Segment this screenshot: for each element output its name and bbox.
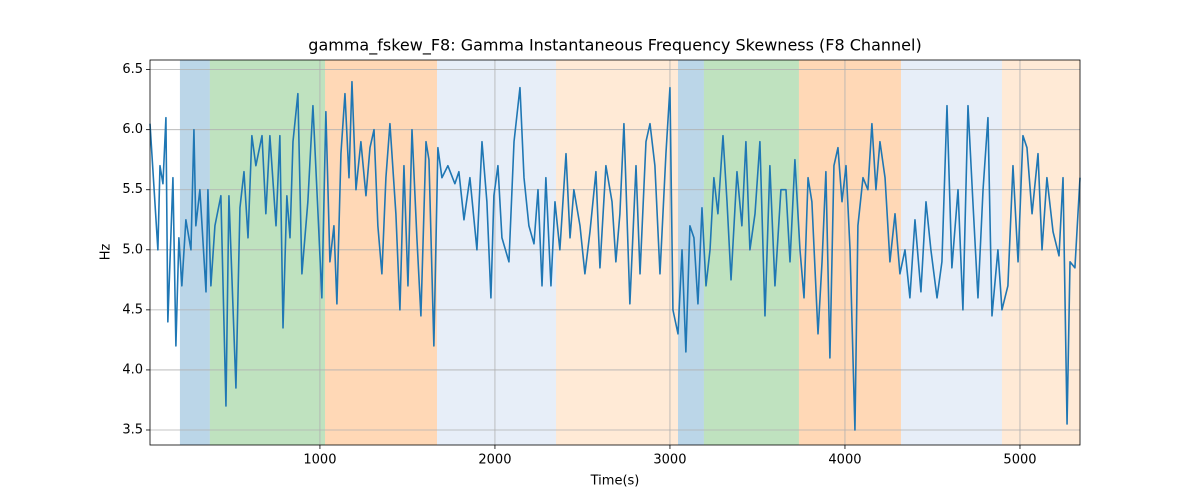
y-tick-label: 4.5 — [122, 302, 143, 317]
x-tick-label: 1000 — [303, 453, 336, 468]
y-tick-label: 6.5 — [122, 62, 143, 77]
x-tick-label: 5000 — [1003, 453, 1036, 468]
y-tick-label: 4.0 — [122, 362, 143, 377]
shaded-span — [209, 60, 326, 445]
plot-frame — [149, 59, 1081, 446]
plot — [149, 80, 1081, 431]
x-axis-label: Time(s) — [590, 474, 640, 489]
x-tick-label: 2000 — [478, 453, 511, 468]
y-tick-label: 5.5 — [122, 182, 143, 197]
shaded-span — [325, 60, 438, 445]
data-line — [149, 80, 1081, 431]
x-tick-label: 4000 — [828, 453, 861, 468]
shaded-span — [179, 60, 210, 445]
chart-title: gamma_fskew_F8: Gamma Instantaneous Freq… — [308, 36, 921, 56]
shaded-span — [703, 60, 799, 445]
y-tick-label: 5.0 — [122, 242, 143, 257]
shaded-span — [437, 60, 557, 445]
x-tick-label: 3000 — [653, 453, 686, 468]
y-axis-label: Hz — [99, 244, 114, 261]
y-tick-label: 3.5 — [122, 422, 143, 437]
spans — [179, 60, 1080, 445]
y-tick-label: 6.0 — [122, 122, 143, 137]
